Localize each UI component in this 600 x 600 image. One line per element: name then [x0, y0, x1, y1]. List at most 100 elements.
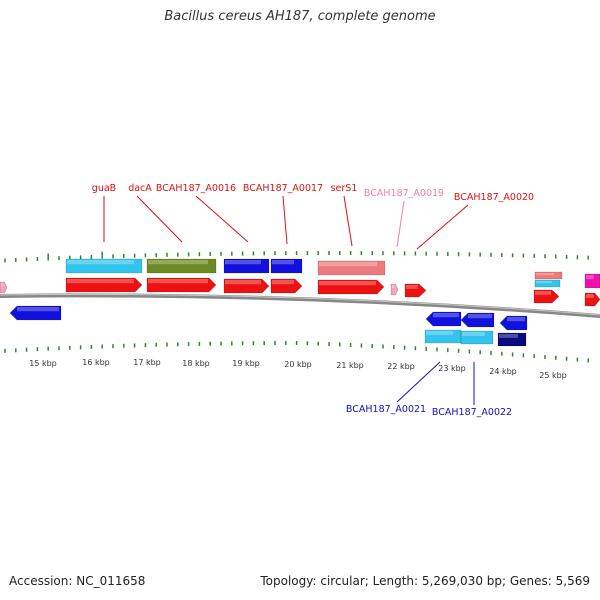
- kbp-label: 17 kbp: [133, 358, 161, 367]
- feature-highlight: [586, 275, 594, 280]
- feature-highlight: [225, 280, 261, 285]
- gene-features: [0, 258, 600, 347]
- BCAH187_A0016-gene: [223, 278, 270, 294]
- feature-shape: [499, 315, 528, 331]
- feature-highlight: [319, 281, 376, 286]
- feature-highlight: [507, 317, 525, 322]
- feature-shape: [146, 277, 217, 293]
- feature-shape: [223, 258, 270, 274]
- reverse-gene-left: [9, 305, 62, 321]
- feature-highlight: [462, 332, 485, 336]
- label-connector: [416, 204, 469, 250]
- kbp-label: 24 kbp: [489, 367, 517, 376]
- feature-highlight: [468, 314, 492, 319]
- edge-gene-red: [533, 289, 560, 304]
- dacA-feature: [146, 258, 217, 274]
- gene-label-BCAH187_A0016: BCAH187_A0016: [156, 183, 236, 194]
- feature-highlight: [148, 279, 208, 284]
- feature-shape: [65, 277, 143, 293]
- gene-label-BCAH187_A0020: BCAH187_A0020: [454, 192, 534, 203]
- feature-highlight: [499, 334, 518, 338]
- feature-highlight: [406, 285, 418, 289]
- feature-shape: [390, 283, 399, 296]
- feature-highlight: [67, 260, 134, 265]
- feature-shape: [270, 258, 303, 274]
- kbp-label: 19 kbp: [232, 359, 260, 368]
- gene-label-BCAH187_A0019: BCAH187_A0019: [364, 188, 444, 199]
- feature-highlight: [392, 285, 395, 289]
- feature-shape: [146, 258, 217, 274]
- feature-shape: [9, 305, 62, 321]
- feature-highlight: [535, 291, 551, 295]
- feature-shape: [65, 258, 143, 274]
- dacA-gene: [146, 277, 217, 293]
- BCAH187_A0022-feature: [460, 330, 494, 345]
- feature-shape: [317, 260, 386, 276]
- serS1-feature: [317, 260, 386, 276]
- feature-highlight: [17, 307, 59, 312]
- feature-shape: [460, 312, 495, 328]
- gene-label-serS1: serS1: [331, 183, 358, 194]
- feature-highlight: [225, 260, 261, 265]
- kbp-label: 23 kbp: [438, 364, 466, 373]
- feature-highlight: [426, 331, 453, 335]
- feature-shape: [533, 289, 560, 304]
- guaB-gene: [65, 277, 143, 293]
- gene-label-BCAH187_A0017: BCAH187_A0017: [243, 183, 323, 194]
- kbp-label: 16 kbp: [82, 358, 110, 367]
- feature-shape: [425, 311, 462, 327]
- feature-highlight: [272, 260, 294, 265]
- genome-backbone: [0, 293, 600, 318]
- kbp-label: 25 kbp: [539, 371, 567, 380]
- BCAH187_A0016-feature: [223, 258, 270, 274]
- serS1-gene: [317, 279, 385, 295]
- edge-feature-salmon: [534, 271, 563, 280]
- label-connector: [136, 195, 183, 243]
- feature-highlight: [536, 273, 554, 276]
- gene-label-lines: [103, 195, 475, 405]
- upper-tick-marks: [4, 251, 589, 263]
- kbp-label: 18 kbp: [182, 359, 210, 368]
- feature-highlight: [1, 283, 4, 287]
- lower-tick-marks: [4, 341, 589, 363]
- gene-label-BCAH187_A0021: BCAH187_A0021: [346, 404, 426, 415]
- label-connector: [195, 195, 249, 243]
- feature-shape: [584, 273, 600, 289]
- feature-highlight: [319, 262, 377, 267]
- BCAH187_A0017-gene: [270, 278, 303, 294]
- feature-shape: [534, 271, 563, 280]
- left-edge-gene: [0, 281, 8, 294]
- label-connector: [396, 200, 405, 248]
- feature-shape: [497, 332, 527, 347]
- BCAH187_A0021-gene: [425, 311, 462, 327]
- feature-shape: [270, 278, 303, 294]
- feature-highlight: [67, 279, 134, 284]
- gene-label-guaB: guaB: [92, 183, 116, 194]
- label-connector: [343, 195, 353, 247]
- feature-highlight: [148, 260, 208, 265]
- navy-feature: [497, 332, 527, 347]
- feature-highlight: [536, 281, 552, 284]
- feature-shape: [0, 281, 8, 294]
- label-connector: [396, 361, 441, 403]
- BCAH187_A0020-gene: [404, 283, 427, 298]
- kbp-label: 22 kbp: [387, 362, 415, 371]
- kbp-label: 15 kbp: [29, 359, 57, 368]
- edge-gene-red-2: [584, 292, 600, 307]
- BCAH187_A0022-gene: [460, 312, 495, 328]
- feature-highlight: [433, 313, 459, 318]
- edge-feature-magenta: [584, 273, 600, 289]
- feature-shape: [534, 279, 561, 288]
- label-connector: [282, 195, 288, 245]
- genome-summary-text: Topology: circular; Length: 5,269,030 bp…: [260, 574, 590, 588]
- kbp-label: 20 kbp: [284, 360, 312, 369]
- guaB-feature: [65, 258, 143, 274]
- kbp-label: 21 kbp: [336, 361, 364, 370]
- gene-label-dacA: dacA: [128, 183, 152, 194]
- feature-shape: [584, 292, 600, 307]
- feature-shape: [460, 330, 494, 345]
- gene-labels: guaB dacA BCAH187_A0016 BCAH187_A0017 serS1 B…: [92, 183, 534, 418]
- feature-highlight: [586, 294, 594, 298]
- reverse-gene-right: [499, 315, 528, 331]
